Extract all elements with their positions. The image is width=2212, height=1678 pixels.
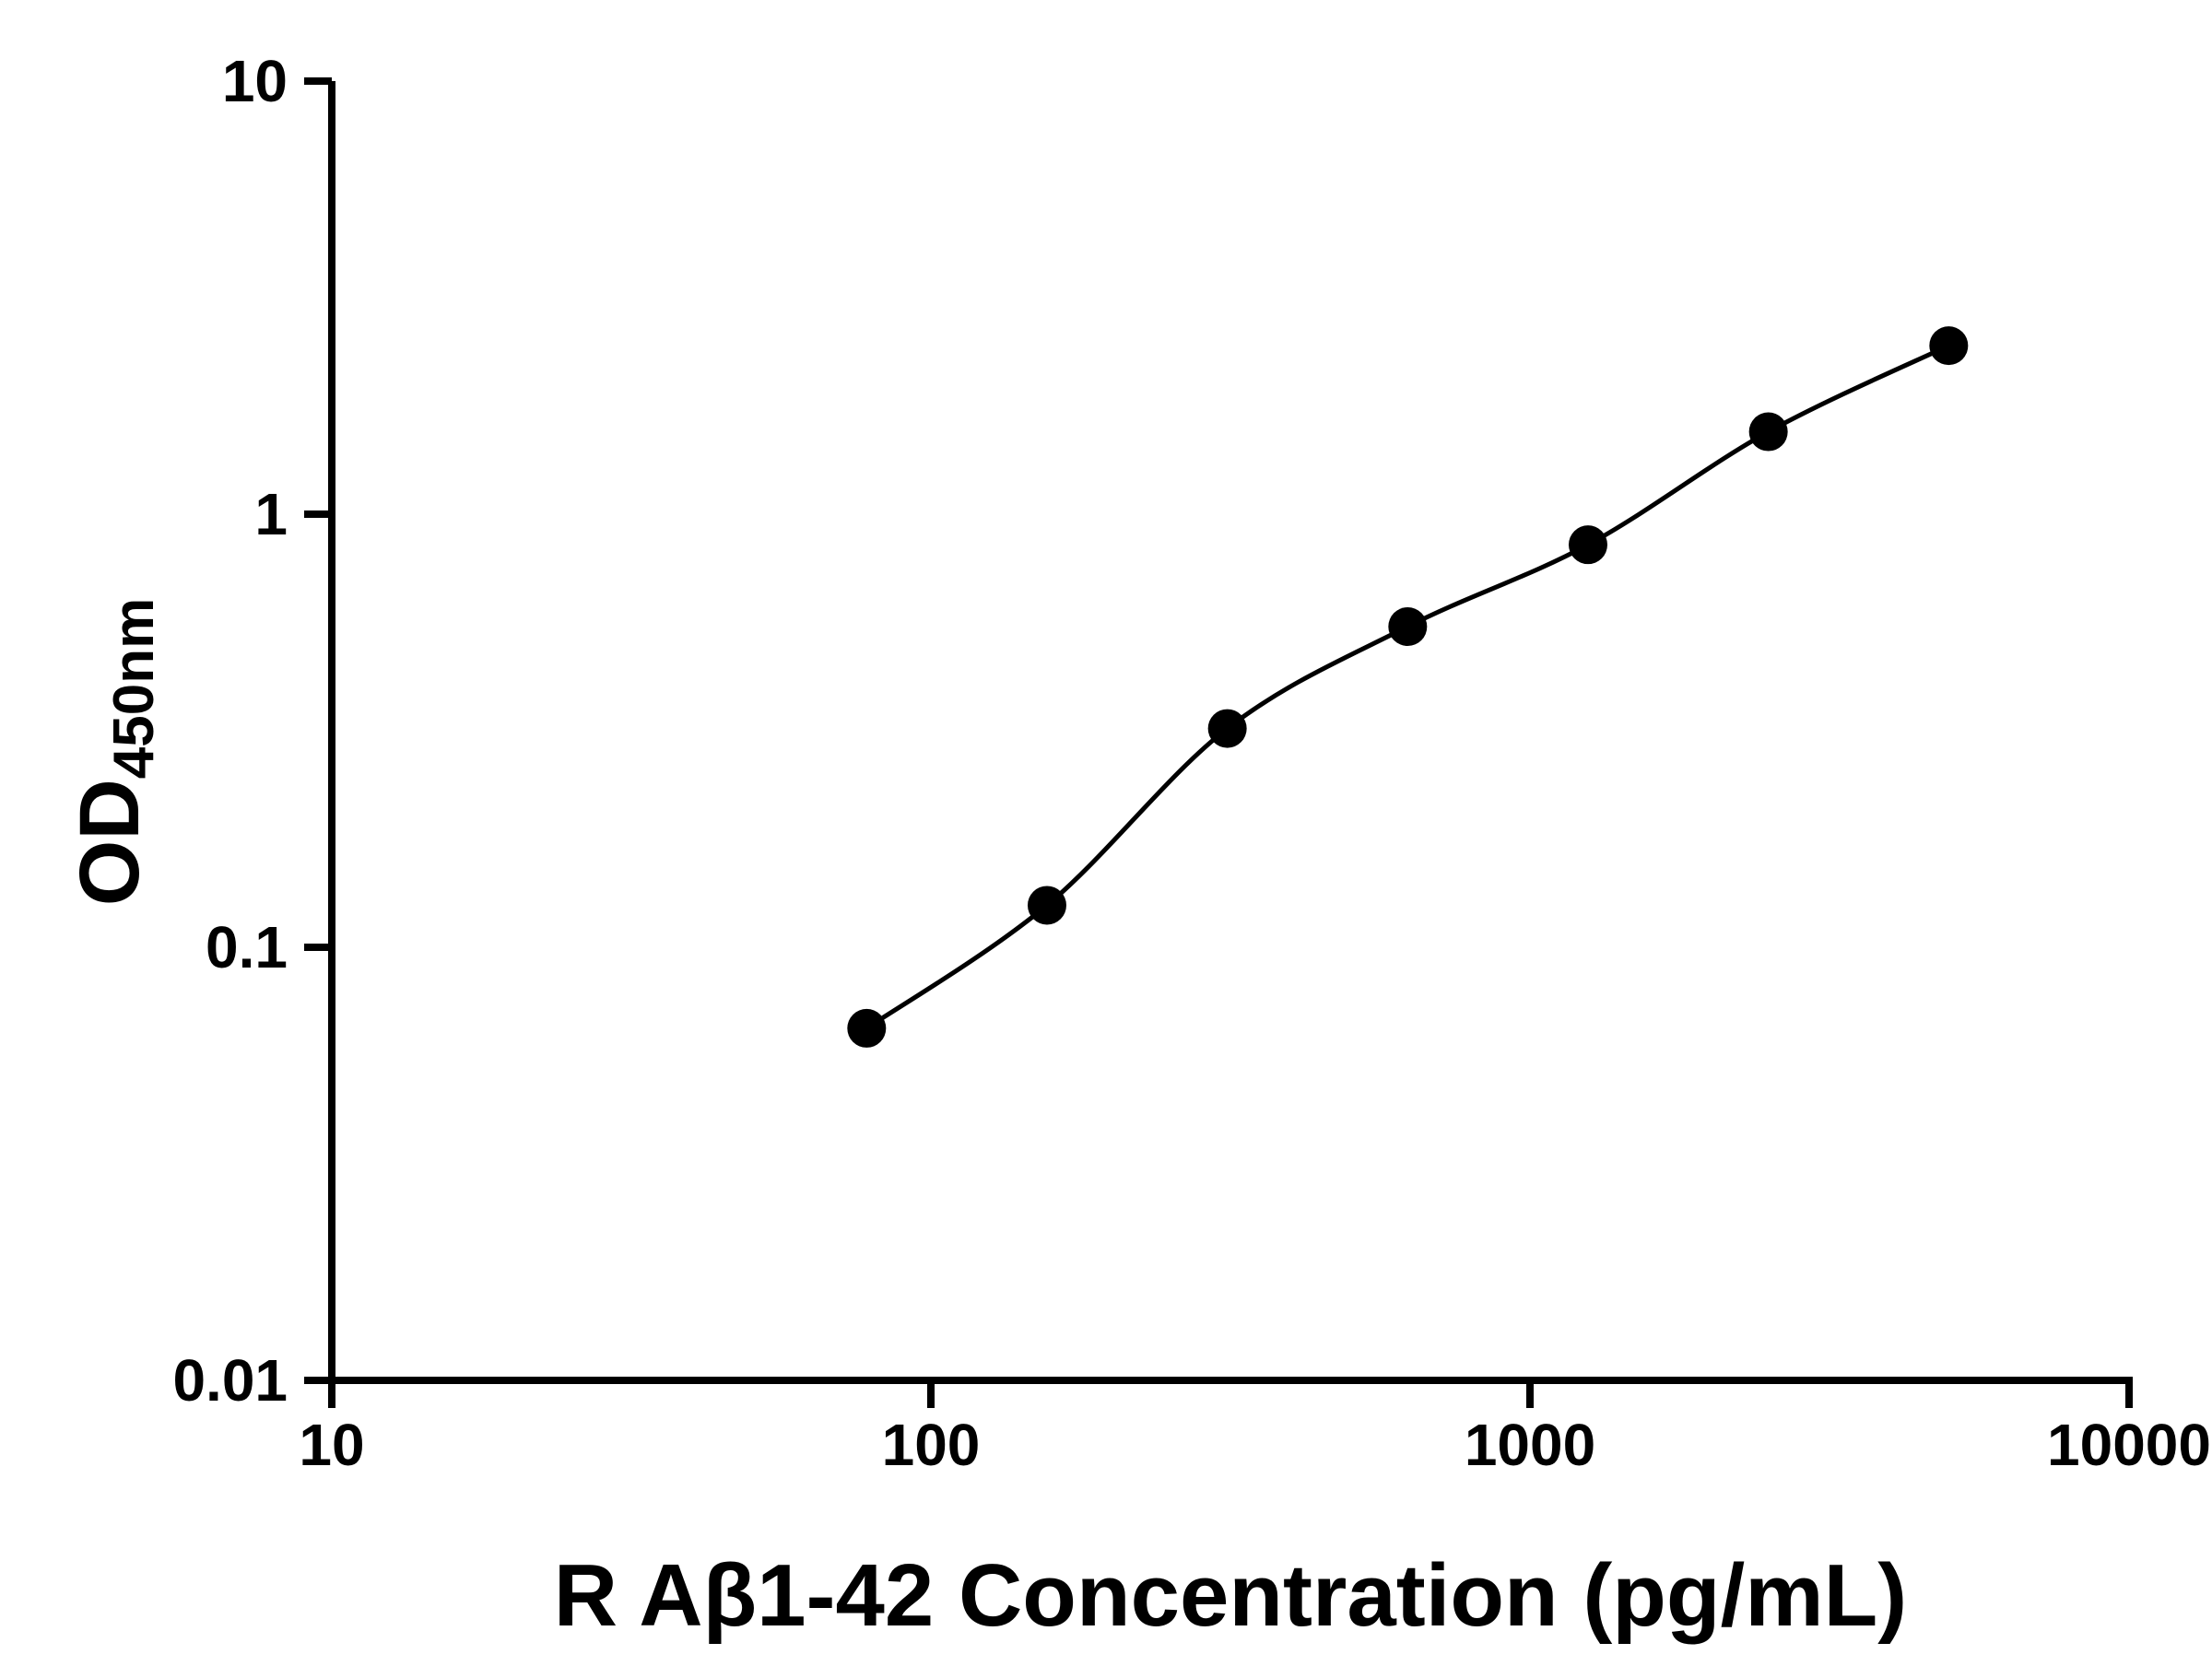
chart-canvas: 10 100 1000 10000 0.01 0.1 1 10 R Aβ1-42 Concen…: [63, 48, 2211, 1645]
y-axis-title: OD450nm: [63, 598, 166, 906]
data-point-marker: [1929, 326, 1969, 366]
data-point-marker: [1568, 525, 1607, 565]
x-tick-label: 10: [299, 1412, 364, 1478]
y-tick-label: 0.01: [172, 1347, 288, 1414]
y-tick-label: 0.1: [206, 914, 288, 980]
tick-layer: 10 100 1000 10000 0.01 0.1 1 10: [172, 48, 2211, 1478]
y-axis-title-subscript: 450nm: [102, 598, 166, 779]
data-point-marker: [1748, 412, 1788, 452]
axes-layer: [328, 81, 2133, 1384]
y-tick-label: 1: [254, 481, 288, 547]
x-tick-label: 1000: [1465, 1412, 1595, 1478]
x-tick-label: 100: [882, 1412, 981, 1478]
data-point-marker: [1207, 709, 1247, 748]
y-axis-title-main: OD: [63, 779, 157, 906]
standard-curve-line: [865, 343, 1950, 1030]
data-point-marker: [1388, 607, 1428, 647]
y-tick-label: 10: [222, 48, 288, 114]
series-layer: [847, 326, 1969, 1048]
elisa-standard-curve-chart: 10 100 1000 10000 0.01 0.1 1 10 R Aβ1-42 Concen…: [37, 15, 2212, 1673]
x-tick-label: 10000: [2047, 1412, 2211, 1478]
data-point-marker: [847, 1008, 887, 1048]
data-point-marker: [1027, 886, 1066, 925]
x-axis-title: R Aβ1-42 Concentration (pg/mL): [554, 1546, 1907, 1645]
